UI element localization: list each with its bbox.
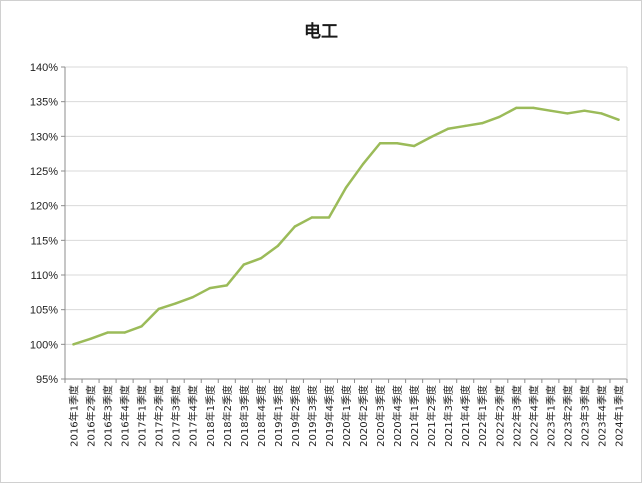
gridlines xyxy=(65,66,627,380)
data-point xyxy=(344,186,348,189)
x-tick-label: 2017年3季度 xyxy=(170,385,183,447)
x-tick-label: 2022年4季度 xyxy=(527,385,540,447)
data-point xyxy=(174,302,177,305)
x-tick-label: 2018年2季度 xyxy=(221,385,234,447)
x-axis-tick-labels: 2016年1季度 2016年2季度 2016年3季度 2016年4季度 2017年1季度… xyxy=(68,385,626,447)
data-point xyxy=(464,124,467,128)
x-tick-label: 2019年2季度 xyxy=(289,385,302,447)
x-tick-label: 2016年2季度 xyxy=(85,385,98,447)
y-tick-label: 135% xyxy=(30,97,58,109)
data-point xyxy=(276,244,280,248)
x-tick-label: 2023年4季度 xyxy=(595,385,608,447)
x-tick-label: 2017年1季度 xyxy=(136,385,149,447)
data-point xyxy=(293,225,297,228)
data-point xyxy=(140,325,143,328)
data-point xyxy=(412,144,416,148)
x-tick-label: 2021年3季度 xyxy=(442,385,455,447)
data-point xyxy=(600,112,603,115)
x-tick-label: 2017年2季度 xyxy=(153,385,166,447)
x-tick-label: 2018年3季度 xyxy=(238,385,251,447)
x-tick-label: 2017年4季度 xyxy=(187,385,200,447)
x-tick-label: 2016年1季度 xyxy=(68,385,81,447)
data-point xyxy=(446,127,450,130)
series-layer xyxy=(72,106,620,346)
data-point xyxy=(259,257,263,260)
x-tick-label: 2018年4季度 xyxy=(255,385,268,447)
x-tick-label: 2019年4季度 xyxy=(323,385,336,447)
data-point xyxy=(515,106,518,110)
data-point xyxy=(106,331,109,334)
x-tick-label: 2021年4季度 xyxy=(459,385,472,447)
data-point xyxy=(310,216,314,219)
data-point xyxy=(378,142,382,145)
data-point xyxy=(395,142,399,145)
x-tick-label: 2016年3季度 xyxy=(102,385,115,447)
x-tick-label: 2023年3季度 xyxy=(578,385,591,447)
x-tick-label: 2016年4季度 xyxy=(119,385,132,447)
y-tick-label: 140% xyxy=(30,62,58,74)
x-tick-label: 2020年3季度 xyxy=(374,385,387,447)
data-point xyxy=(617,118,620,121)
y-tick-label: 125% xyxy=(30,166,58,178)
y-tick-label: 95% xyxy=(36,374,58,386)
x-tick-label: 2020年1季度 xyxy=(340,385,353,447)
y-tick-label: 100% xyxy=(30,339,58,351)
y-tick-label: 105% xyxy=(30,305,58,317)
data-point xyxy=(498,115,501,119)
data-point xyxy=(327,216,331,219)
x-tick-label: 2023年1季度 xyxy=(544,385,557,447)
data-point xyxy=(583,109,586,112)
data-point xyxy=(566,112,569,115)
y-tick-label: 110% xyxy=(31,270,59,282)
x-tick-label: 2019年3季度 xyxy=(306,385,319,447)
x-tick-label: 2020年4季度 xyxy=(391,385,404,447)
y-tick-label: 130% xyxy=(30,131,58,143)
data-point xyxy=(549,109,552,112)
data-point xyxy=(429,135,433,139)
data-point xyxy=(157,307,160,311)
x-tick-label: 2022年3季度 xyxy=(510,385,523,447)
chart-title: 电工 xyxy=(304,21,338,42)
data-point xyxy=(72,343,75,346)
y-axis-tick-labels: 95% 100% 105% 110% 115% 120% 125% 130% 135% 140% xyxy=(30,62,58,386)
x-tick-label: 2023年2季度 xyxy=(561,385,574,447)
data-point xyxy=(191,295,194,299)
series-line xyxy=(72,106,620,346)
data-point xyxy=(123,331,126,334)
y-tick-label: 120% xyxy=(30,201,58,213)
x-tick-label: 2022年1季度 xyxy=(476,385,489,447)
axes xyxy=(61,66,628,383)
data-point xyxy=(208,286,211,290)
x-tick-label: 2019年1季度 xyxy=(272,385,285,447)
data-point xyxy=(532,106,535,110)
x-tick-label: 2021年2季度 xyxy=(425,385,438,447)
data-point xyxy=(481,121,484,125)
x-tick-label: 2022年2季度 xyxy=(493,385,506,447)
x-tick-label: 2020年2季度 xyxy=(357,385,370,447)
data-point xyxy=(225,284,228,287)
data-point xyxy=(361,162,365,166)
x-tick-label: 2021年1季度 xyxy=(408,385,421,447)
x-tick-label: 2024年1季度 xyxy=(612,385,625,447)
data-point xyxy=(89,337,92,340)
x-tick-label: 2018年1季度 xyxy=(204,385,217,447)
y-tick-label: 115% xyxy=(31,235,59,247)
data-point xyxy=(242,263,246,266)
